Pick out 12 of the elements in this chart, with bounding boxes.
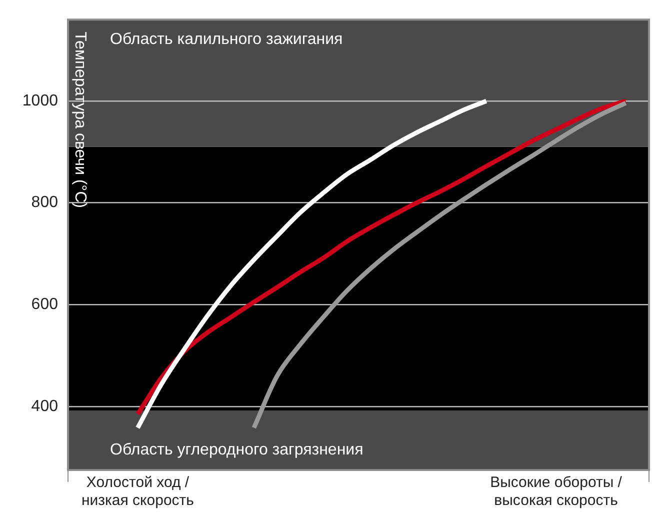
line-series (135, 98, 489, 430)
x-tick-label: Высокие обороты / высокая скорость (490, 474, 623, 510)
y-tick-label: 800 (31, 194, 58, 212)
band-label: Область калильного зажигания (110, 31, 343, 48)
y-tick-label: 600 (31, 296, 58, 314)
line-series (252, 100, 628, 430)
x-tick-label: Холостой ход / низкая скорость (81, 474, 194, 510)
y-axis-title: Температура свечи (°C) (72, 32, 89, 208)
y-tick-label: 1000 (22, 92, 58, 110)
band-label: Область углеродного загрязнения (110, 441, 364, 458)
line-series (135, 98, 628, 416)
y-tick-label: 400 (31, 398, 58, 415)
